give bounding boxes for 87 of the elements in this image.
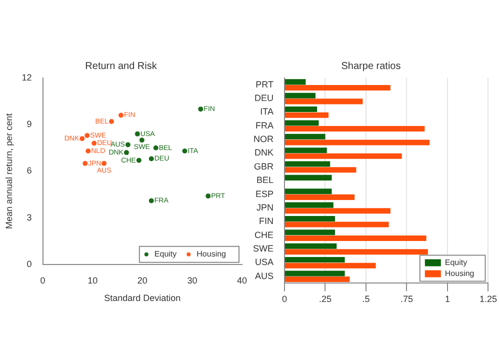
bar <box>285 92 316 98</box>
x-tick-label: 20 <box>137 275 148 286</box>
bar <box>285 188 332 194</box>
point <box>153 145 158 150</box>
bar <box>285 134 326 140</box>
bar <box>285 112 329 118</box>
chart-title: Sharpe ratios <box>341 60 401 72</box>
y-tick-label: AUS <box>254 270 274 281</box>
y-tick-label: FIN <box>259 216 274 226</box>
bar <box>285 222 389 228</box>
y-tick-label: ITA <box>260 106 274 117</box>
y-tick-label: BEL <box>256 175 274 186</box>
x-tick-label: 10 <box>88 275 98 286</box>
x-tick-label: .5 <box>362 294 370 304</box>
bar <box>285 202 334 208</box>
point <box>86 148 91 154</box>
bar <box>285 98 363 104</box>
point <box>125 142 130 148</box>
bar <box>285 208 390 214</box>
x-tick-label: 40 <box>236 275 247 286</box>
y-tick-label: DEU <box>254 93 274 104</box>
bar <box>285 230 336 236</box>
legend-label: Equity <box>154 250 177 259</box>
x-tick-label: .25 <box>318 294 332 304</box>
bar <box>285 106 318 112</box>
y-tick-label: JPN <box>256 202 274 212</box>
point <box>136 158 142 163</box>
point <box>182 148 188 154</box>
point <box>84 132 90 138</box>
point <box>82 160 88 166</box>
y-tick-label: SWE <box>252 243 274 254</box>
y-tick-label: NOR <box>254 134 274 144</box>
y-tick-label: 6 <box>26 166 32 176</box>
point <box>80 136 85 142</box>
y-tick-label: ESP <box>255 188 274 199</box>
point <box>118 112 124 118</box>
bar <box>285 262 376 268</box>
bar <box>285 235 426 241</box>
bar <box>285 153 402 159</box>
chart-title: Return and Risk <box>85 60 158 72</box>
bar <box>285 126 425 132</box>
bar <box>285 161 330 167</box>
bar <box>285 174 332 180</box>
point <box>206 194 211 199</box>
y-tick-label: GBR <box>254 161 274 172</box>
y-tick-label: 12 <box>22 72 32 82</box>
y-tick-label: USA <box>254 257 274 268</box>
y-axis-title: Mean annual return, per cent <box>4 112 14 229</box>
bar <box>285 140 430 146</box>
bar <box>285 79 306 85</box>
bar <box>285 257 345 263</box>
legend-label: Equity <box>444 258 468 267</box>
point <box>102 160 107 166</box>
x-tick-label: 0 <box>282 294 288 304</box>
point <box>124 150 129 156</box>
bar <box>285 167 356 173</box>
x-tick-label: 30 <box>187 275 198 286</box>
point <box>148 156 154 162</box>
bar <box>285 270 345 276</box>
bar <box>285 249 428 255</box>
point <box>148 198 154 204</box>
bar <box>285 148 327 154</box>
bar <box>285 120 319 126</box>
point <box>139 138 144 143</box>
legend-label: Housing <box>444 268 474 278</box>
y-tick-label: 0 <box>26 258 32 269</box>
x-tick-label: 0 <box>40 275 46 286</box>
y-tick-label: PRT <box>256 79 274 90</box>
point <box>92 140 97 146</box>
y-tick-label: DNK <box>254 148 274 158</box>
point <box>109 118 114 124</box>
y-tick-label: 3 <box>26 212 32 222</box>
x-tick-label: .75 <box>400 294 414 304</box>
bar <box>285 84 390 91</box>
x-axis-title: Standard Deviation <box>104 293 181 304</box>
bar <box>285 276 350 282</box>
bar <box>285 194 355 200</box>
y-tick-label: FRA <box>256 120 274 130</box>
x-tick-label: 1 <box>444 294 450 304</box>
bar <box>285 216 336 222</box>
legend-label: Housing <box>196 250 226 259</box>
y-tick-label: 9 <box>26 119 32 130</box>
y-tick-label: CHE <box>254 230 274 240</box>
x-tick-label: 1.25 <box>479 294 498 304</box>
point <box>134 131 140 136</box>
point <box>198 106 204 112</box>
bar <box>285 243 337 249</box>
